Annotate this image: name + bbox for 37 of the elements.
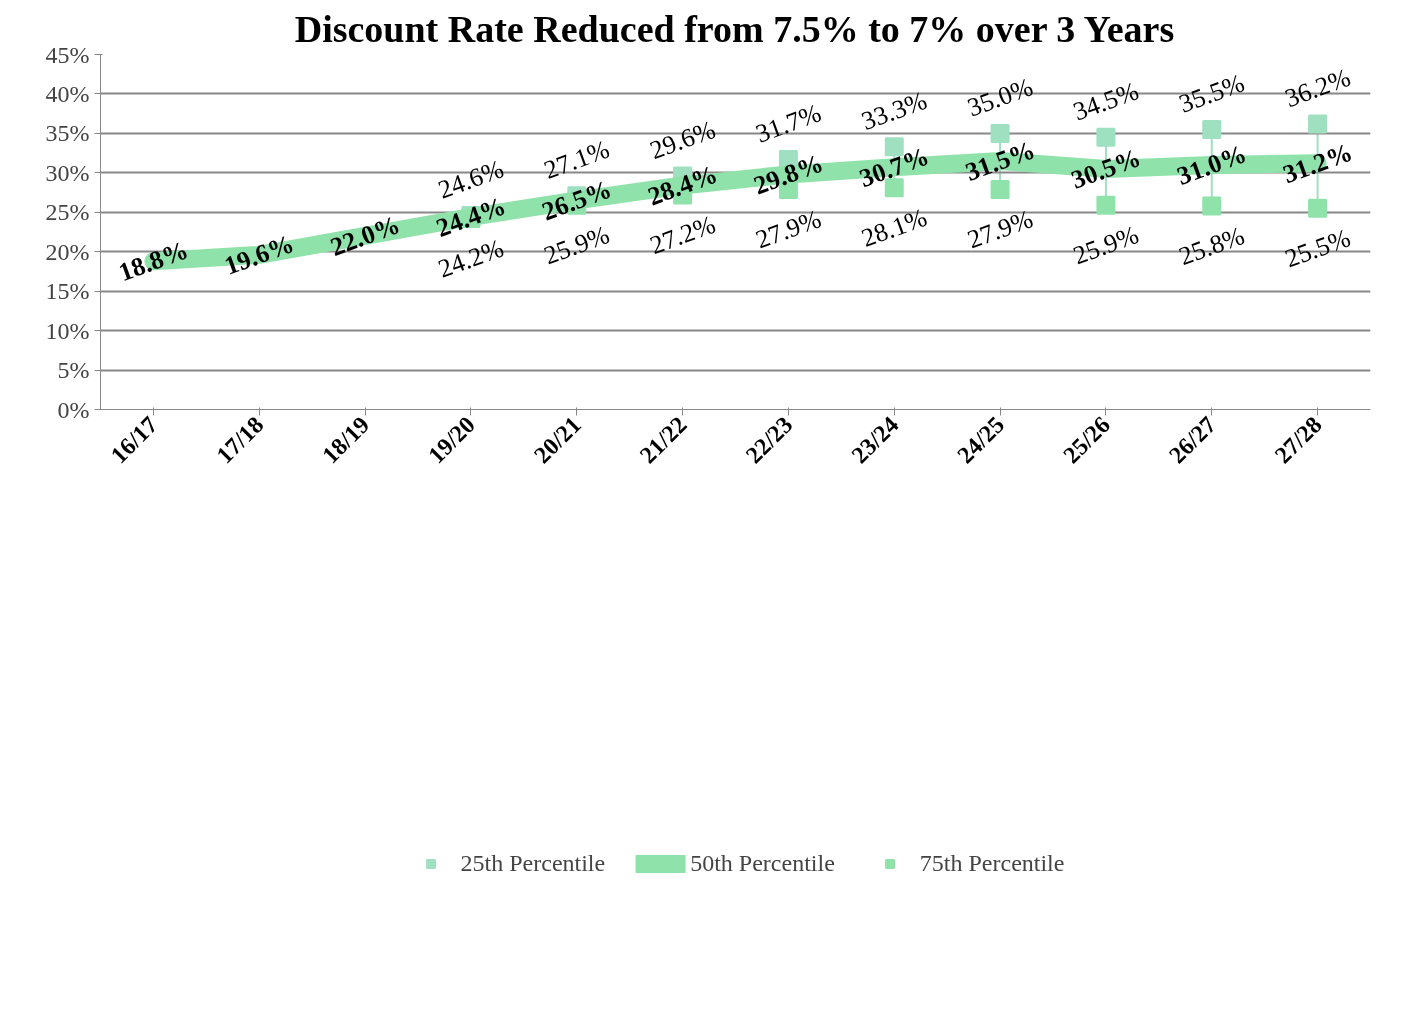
- y-tick-label: 40%: [45, 80, 90, 107]
- data-label: 29.8%: [749, 148, 827, 201]
- data-label: 31.7%: [751, 98, 825, 149]
- data-label: 25.5%: [1281, 223, 1355, 274]
- y-tick-label: 5%: [57, 357, 90, 384]
- data-label: 35.5%: [1175, 68, 1249, 119]
- y-tick-label: 10%: [45, 317, 90, 344]
- data-label: 27.2%: [646, 209, 720, 261]
- y-tick-label: 30%: [45, 159, 90, 186]
- legend-label: 50th Percentile: [690, 849, 835, 877]
- y-tick-label: 20%: [45, 238, 90, 265]
- data-label: 27.9%: [963, 204, 1037, 255]
- data-label: 18.8%: [114, 235, 192, 288]
- data-label: 33.3%: [857, 85, 931, 136]
- y-tick-label: 15%: [45, 278, 90, 305]
- data-label: 25.8%: [1175, 220, 1249, 272]
- data-label: 28.1%: [857, 202, 931, 253]
- y-tick-label: 25%: [45, 199, 90, 226]
- legend-label: 25th Percentile: [460, 849, 606, 877]
- data-label: 35.0%: [963, 72, 1037, 123]
- data-label: 19.6%: [220, 229, 298, 281]
- chart-title: Discount Rate Reduced from 7.5% to 7% over 3 Years: [294, 7, 1175, 50]
- data-label: 25.9%: [540, 220, 614, 271]
- data-label: 36.2%: [1281, 62, 1355, 114]
- data-label: 30.7%: [855, 141, 933, 194]
- y-tick-label: 0%: [57, 396, 90, 423]
- data-label: 31.2%: [1279, 137, 1357, 190]
- data-label: 34.5%: [1069, 76, 1143, 127]
- data-label: 22.0%: [326, 210, 404, 262]
- data-label: 31.5%: [961, 135, 1039, 187]
- data-label: 27.9%: [751, 204, 825, 255]
- y-tick-label: 45%: [45, 41, 90, 68]
- data-label: 25.9%: [1069, 220, 1143, 271]
- legend-label: 75th Percentile: [919, 849, 1065, 877]
- data-label: 30.5%: [1067, 143, 1145, 195]
- y-tick-label: 35%: [45, 120, 90, 147]
- data-label: 31.0%: [1173, 139, 1251, 191]
